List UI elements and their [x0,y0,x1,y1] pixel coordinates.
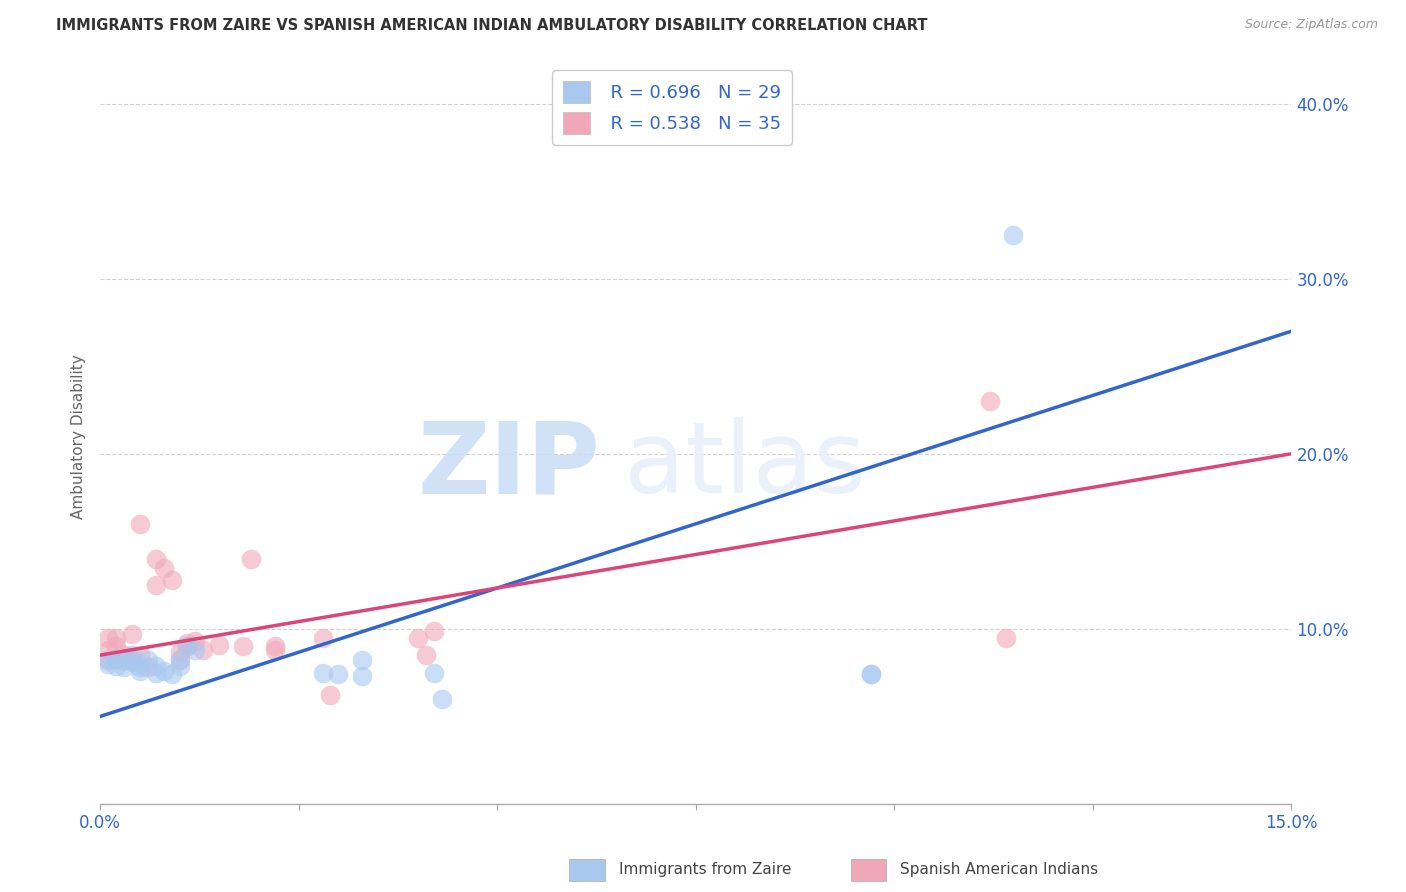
Point [263,640,285,654]
Point [152,664,174,678]
Point [105,658,128,673]
Point [193,643,215,657]
Point [128,648,150,662]
Point [169,651,191,665]
Text: IMMIGRANTS FROM ZAIRE VS SPANISH AMERICAN INDIAN AMBULATORY DISABILITY CORRELATI: IMMIGRANTS FROM ZAIRE VS SPANISH AMERICA… [56,18,928,33]
Point [160,573,183,587]
Point [352,669,374,683]
Point [97,631,120,645]
Point [232,640,254,654]
Point [145,551,167,566]
Point [184,643,207,657]
Point [128,660,150,674]
Point [112,653,135,667]
Point [105,651,128,665]
Point [208,638,231,652]
Point [105,651,128,665]
Text: ZIP: ZIP [418,417,600,514]
Point [152,560,174,574]
Point [136,653,159,667]
Point [994,631,1017,645]
Point [859,667,882,681]
Point [128,657,150,671]
Point [859,667,882,681]
Point [319,689,342,703]
Text: Source: ZipAtlas.com: Source: ZipAtlas.com [1244,18,1378,31]
Point [121,655,143,669]
Point [136,660,159,674]
Point [352,653,374,667]
Text: Immigrants from Zaire: Immigrants from Zaire [619,863,792,877]
Point [184,634,207,648]
Point [128,664,150,678]
Point [145,578,167,592]
Point [97,657,120,671]
Point [240,551,263,566]
Legend:   R = 0.696   N = 29,   R = 0.538   N = 35: R = 0.696 N = 29, R = 0.538 N = 35 [553,70,792,145]
Point [328,667,350,681]
Point [979,394,1001,409]
Point [121,653,143,667]
Point [406,631,429,645]
Point [311,665,333,680]
Point [176,640,198,654]
Point [112,660,135,674]
Point [311,631,333,645]
Point [105,631,128,645]
Point [97,643,120,657]
Point [430,692,453,706]
Point [97,653,120,667]
Point [121,648,143,662]
Point [112,653,135,667]
Point [263,643,285,657]
Point [105,640,128,654]
Point [97,653,120,667]
Point [422,624,444,638]
Point [176,636,198,650]
Point [415,648,437,662]
Text: atlas: atlas [624,417,866,514]
Point [112,648,135,662]
Point [121,627,143,641]
Point [1002,227,1025,242]
Point [169,658,191,673]
Point [422,665,444,680]
Point [145,658,167,673]
Point [160,667,183,681]
Point [169,653,191,667]
Point [169,645,191,659]
Text: Spanish American Indians: Spanish American Indians [900,863,1098,877]
Point [128,516,150,531]
Point [176,640,198,654]
Point [145,665,167,680]
Y-axis label: Ambulatory Disability: Ambulatory Disability [72,354,86,518]
